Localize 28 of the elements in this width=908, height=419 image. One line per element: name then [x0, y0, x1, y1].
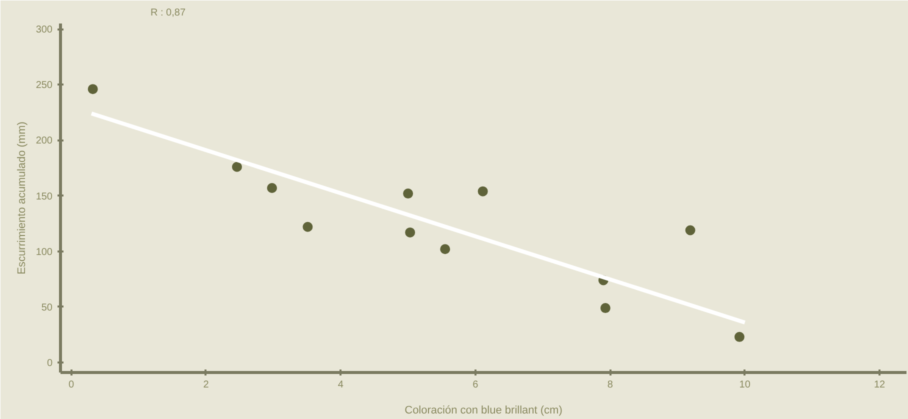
x-tick-label: 2 [203, 380, 210, 390]
text: R : 0,87 [150, 8, 186, 18]
x-tick-label: 8 [607, 380, 614, 390]
point [88, 84, 98, 94]
x-tick-label: 6 [472, 380, 479, 390]
y-axis-title: Escurrimiento acumulado (mm) [16, 122, 28, 274]
point [734, 332, 744, 342]
point [403, 188, 414, 199]
point [478, 186, 488, 196]
x-tick-label: 4 [338, 380, 344, 390]
y-tick-label: 250 [36, 80, 53, 92]
point [267, 183, 277, 193]
x-axis-title: Coloración con blue brillant (cm) [404, 404, 562, 416]
y-tick-label: 100 [36, 246, 53, 258]
y-tick-label: 50 [41, 302, 53, 314]
y-tick-label: 200 [36, 136, 53, 147]
point [600, 303, 610, 314]
y-tick-label: 300 [36, 24, 53, 36]
point [685, 225, 696, 236]
point [302, 222, 313, 232]
x-tick-label: 12 [874, 380, 886, 390]
y-tick-label: 150 [36, 191, 53, 202]
y-tick-label: 0 [46, 358, 53, 369]
x-tick-label: 10 [739, 380, 751, 390]
point [440, 244, 450, 254]
point [232, 162, 242, 172]
x-tick-label: 0 [68, 380, 74, 390]
point [405, 227, 416, 238]
